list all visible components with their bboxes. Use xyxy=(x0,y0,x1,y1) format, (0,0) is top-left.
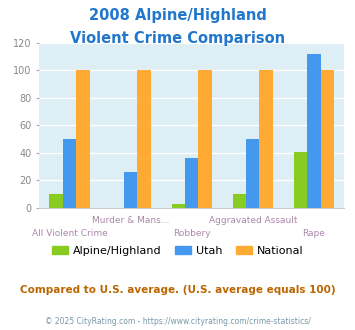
Text: © 2025 CityRating.com - https://www.cityrating.com/crime-statistics/: © 2025 CityRating.com - https://www.city… xyxy=(45,317,310,326)
Text: 2008 Alpine/Highland: 2008 Alpine/Highland xyxy=(88,8,267,23)
Bar xyxy=(137,70,151,208)
Text: Rape: Rape xyxy=(302,229,325,238)
Text: Robbery: Robbery xyxy=(173,229,211,238)
Text: All Violent Crime: All Violent Crime xyxy=(32,229,108,238)
Bar xyxy=(76,70,90,208)
Bar xyxy=(49,194,63,208)
Bar xyxy=(185,158,198,208)
Legend: Alpine/Highland, Utah, National: Alpine/Highland, Utah, National xyxy=(47,242,308,260)
Bar xyxy=(198,70,212,208)
Bar xyxy=(294,151,307,208)
Text: Murder & Mans...: Murder & Mans... xyxy=(92,216,169,225)
Bar xyxy=(246,139,260,208)
Bar xyxy=(233,194,246,208)
Bar xyxy=(63,139,76,208)
Bar xyxy=(124,172,137,208)
Bar xyxy=(307,54,321,208)
Bar xyxy=(171,204,185,208)
Text: Violent Crime Comparison: Violent Crime Comparison xyxy=(70,31,285,46)
Text: Compared to U.S. average. (U.S. average equals 100): Compared to U.S. average. (U.S. average … xyxy=(20,285,335,295)
Bar xyxy=(260,70,273,208)
Text: Aggravated Assault: Aggravated Assault xyxy=(208,216,297,225)
Bar xyxy=(321,70,334,208)
